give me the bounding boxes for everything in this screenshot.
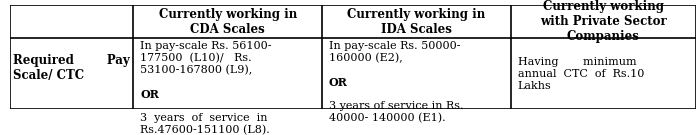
Text: 3  years  of  service  in: 3 years of service in bbox=[140, 113, 268, 123]
Text: Currently working in
IDA Scales: Currently working in IDA Scales bbox=[347, 8, 486, 36]
Text: 177500  (L10)/   Rs.: 177500 (L10)/ Rs. bbox=[140, 53, 252, 63]
Text: In pay-scale Rs. 50000-: In pay-scale Rs. 50000- bbox=[329, 41, 460, 51]
Text: Having       minimum: Having minimum bbox=[518, 57, 636, 67]
Text: Rs.47600-151100 (L8).: Rs.47600-151100 (L8). bbox=[140, 125, 270, 135]
Text: Currently working
with Private Sector
Companies: Currently working with Private Sector Co… bbox=[540, 0, 667, 43]
Text: 160000 (E2),: 160000 (E2), bbox=[329, 53, 403, 63]
Text: Lakhs: Lakhs bbox=[518, 81, 551, 91]
Text: 40000- 140000 (E1).: 40000- 140000 (E1). bbox=[329, 113, 445, 123]
Text: 3 years of service in Rs.: 3 years of service in Rs. bbox=[329, 101, 464, 111]
Text: OR: OR bbox=[329, 77, 348, 88]
Text: Currently working in
CDA Scales: Currently working in CDA Scales bbox=[159, 8, 296, 36]
Text: Required        Pay
Scale/ CTC: Required Pay Scale/ CTC bbox=[13, 54, 130, 82]
Text: OR: OR bbox=[140, 89, 159, 100]
Text: In pay-scale Rs. 56100-: In pay-scale Rs. 56100- bbox=[140, 41, 271, 51]
Text: 53100-167800 (L9),: 53100-167800 (L9), bbox=[140, 65, 253, 75]
Text: annual  CTC  of  Rs.10: annual CTC of Rs.10 bbox=[518, 69, 644, 79]
